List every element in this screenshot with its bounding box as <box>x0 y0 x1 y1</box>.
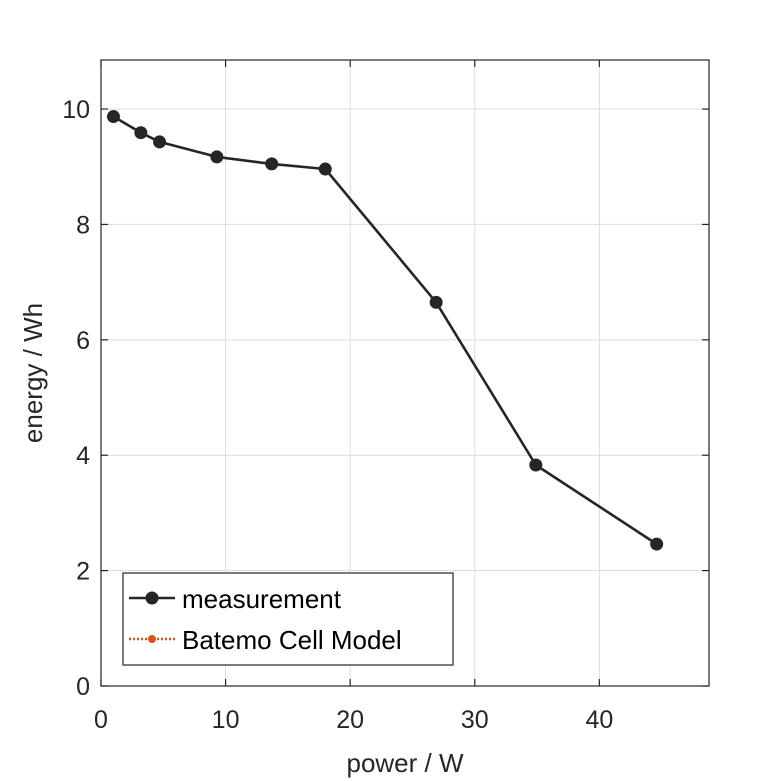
data-point <box>210 150 224 164</box>
y-tick-label: 0 <box>76 673 90 701</box>
legend: measurement Batemo Cell Model <box>122 572 454 666</box>
legend-marker-measurement <box>145 591 159 605</box>
legend-marker-batemo <box>148 635 156 643</box>
y-tick-label: 4 <box>76 442 90 470</box>
x-tick-label: 20 <box>336 706 364 734</box>
x-tick-label: 10 <box>212 706 240 734</box>
plot-area <box>106 110 664 551</box>
x-tick-label: 30 <box>461 706 489 734</box>
data-point <box>429 295 443 309</box>
y-tick-label: 6 <box>76 327 90 355</box>
legend-label-batemo: Batemo Cell Model <box>182 625 402 655</box>
series-line-0 <box>112 115 658 546</box>
x-tick-label: 40 <box>585 706 613 734</box>
x-axis-label: power / W <box>346 748 463 778</box>
ticks: 0 10 20 30 40 0 2 4 6 8 10 <box>62 60 709 734</box>
data-point <box>529 458 543 472</box>
y-tick-label: 8 <box>76 211 90 239</box>
y-tick-label: 10 <box>62 96 90 124</box>
legend-box <box>122 572 454 666</box>
data-point <box>153 135 167 149</box>
y-tick-label: 2 <box>76 558 90 586</box>
data-point <box>106 110 120 124</box>
data-point <box>134 126 148 140</box>
data-point <box>650 537 664 551</box>
axes-frame <box>100 59 710 687</box>
y-axis-label: energy / Wh <box>18 303 48 443</box>
data-point <box>265 157 279 171</box>
data-point <box>318 162 332 176</box>
x-tick-label: 0 <box>94 706 108 734</box>
legend-label-measurement: measurement <box>182 584 342 614</box>
